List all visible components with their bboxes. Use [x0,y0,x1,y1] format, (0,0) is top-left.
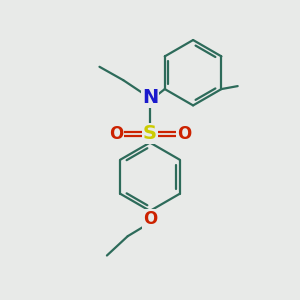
Text: S: S [143,124,157,143]
Text: O: O [143,210,157,228]
Text: O: O [177,125,191,143]
Text: N: N [142,88,158,107]
Text: O: O [109,125,123,143]
